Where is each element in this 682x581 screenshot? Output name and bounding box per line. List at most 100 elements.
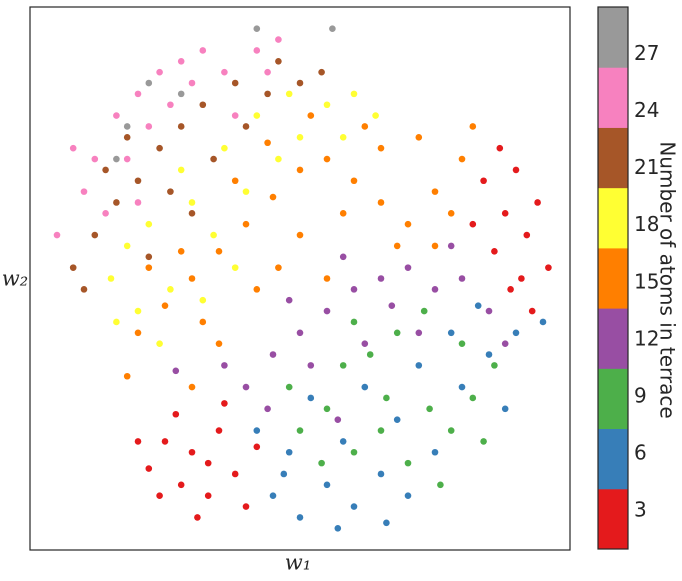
point xyxy=(372,112,379,119)
point xyxy=(161,438,169,445)
colorbar-segment xyxy=(598,247,628,309)
point xyxy=(393,242,401,250)
point xyxy=(285,383,293,391)
point xyxy=(334,416,342,423)
point xyxy=(242,188,250,195)
point xyxy=(253,443,261,451)
point xyxy=(469,394,477,402)
point xyxy=(512,329,520,337)
point xyxy=(123,134,131,141)
point xyxy=(69,264,77,271)
point xyxy=(269,351,277,358)
point xyxy=(102,166,109,174)
point xyxy=(415,329,423,337)
point xyxy=(221,400,228,407)
plot-frame xyxy=(29,6,571,551)
colorbar-tick-label: 15 xyxy=(634,269,659,293)
point xyxy=(172,367,180,375)
point xyxy=(231,177,239,185)
point xyxy=(264,405,271,413)
point xyxy=(458,155,466,163)
point xyxy=(339,438,347,445)
colorbar-tick-label: 24 xyxy=(634,98,659,122)
point xyxy=(275,36,282,43)
point xyxy=(275,264,282,271)
point xyxy=(350,286,358,293)
point xyxy=(199,296,207,304)
point xyxy=(264,68,271,76)
point xyxy=(350,448,358,456)
point xyxy=(134,329,142,337)
point xyxy=(350,177,358,185)
point xyxy=(415,134,423,141)
point xyxy=(280,470,288,478)
colorbar-segment xyxy=(598,127,628,189)
point xyxy=(518,275,525,282)
point xyxy=(194,514,201,521)
point xyxy=(167,101,174,109)
point xyxy=(377,275,385,282)
point xyxy=(231,264,239,271)
point xyxy=(242,383,250,391)
point xyxy=(285,90,293,98)
point xyxy=(480,438,487,445)
point xyxy=(188,383,196,391)
point xyxy=(447,210,455,217)
point xyxy=(339,210,347,217)
point xyxy=(91,231,99,239)
point xyxy=(113,318,120,326)
point xyxy=(393,329,401,337)
point xyxy=(204,459,212,467)
point xyxy=(145,465,153,472)
point xyxy=(296,427,304,434)
point xyxy=(123,242,131,250)
point xyxy=(145,264,153,271)
colorbar-tick-label: 18 xyxy=(634,212,659,236)
point xyxy=(167,286,174,293)
point xyxy=(80,188,88,195)
point xyxy=(350,90,358,98)
point xyxy=(123,123,131,130)
point xyxy=(296,134,304,141)
point xyxy=(231,470,239,478)
point xyxy=(431,448,439,456)
point xyxy=(377,144,385,152)
point xyxy=(69,144,77,152)
point xyxy=(501,210,509,217)
point xyxy=(188,199,196,206)
point xyxy=(323,275,331,282)
point xyxy=(329,25,336,33)
point xyxy=(221,144,228,152)
point xyxy=(253,286,261,293)
point xyxy=(361,123,369,130)
colorbar-tick-label: 6 xyxy=(634,440,647,464)
point xyxy=(134,90,142,98)
point xyxy=(145,123,153,130)
point xyxy=(199,101,207,109)
point xyxy=(539,318,547,326)
colorbar-frame xyxy=(597,6,629,550)
point xyxy=(361,340,369,347)
point xyxy=(134,438,142,445)
point xyxy=(145,253,153,261)
point xyxy=(469,220,477,228)
point xyxy=(253,25,261,33)
point xyxy=(188,79,196,87)
point xyxy=(447,427,455,434)
point xyxy=(134,307,142,315)
point xyxy=(113,112,120,119)
point xyxy=(431,188,439,195)
point xyxy=(377,199,385,206)
point xyxy=(420,307,428,315)
point xyxy=(199,318,207,326)
point xyxy=(334,524,342,532)
point xyxy=(404,220,412,228)
point xyxy=(366,351,374,358)
point xyxy=(285,296,293,304)
point xyxy=(318,459,325,467)
point xyxy=(177,123,185,130)
point xyxy=(285,448,293,456)
colorbar-segment xyxy=(598,488,628,550)
point xyxy=(458,275,466,282)
point xyxy=(528,307,536,315)
